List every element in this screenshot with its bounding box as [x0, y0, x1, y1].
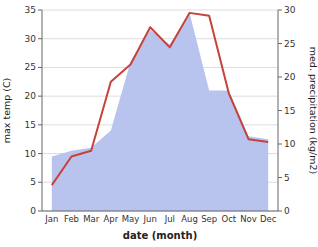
y-tick	[38, 10, 42, 11]
plot-area	[52, 13, 268, 211]
y-tick-label: 35	[25, 5, 36, 15]
y-tick-label: 30	[25, 34, 37, 44]
y2-tick-label: 30	[284, 5, 296, 15]
x-tick-label: Jan	[44, 214, 58, 224]
y2-tick-label: 25	[284, 39, 295, 49]
y-tick-label: 0	[30, 206, 36, 216]
y2-tick-label: 0	[284, 206, 290, 216]
y-tick	[38, 67, 42, 68]
y-tick-label: 25	[25, 62, 36, 72]
y2-axis-line	[278, 10, 279, 211]
y-axis-label: max temp (C)	[1, 78, 12, 144]
y2-tick-label: 10	[284, 139, 296, 149]
grid-line	[42, 10, 278, 11]
x-tick-label: Mar	[83, 214, 100, 224]
x-tick-label: Dec	[260, 214, 277, 224]
y-tick-label: 10	[25, 149, 37, 159]
y2-tick	[278, 10, 282, 11]
area	[52, 13, 268, 211]
y2-tick-label: 5	[284, 173, 290, 183]
x-tick-label: Jul	[164, 214, 175, 224]
y2-tick-label: 15	[284, 106, 295, 116]
y-tick-label: 20	[25, 91, 37, 101]
x-tick-label: Oct	[221, 214, 236, 224]
x-tick-label: May	[122, 214, 140, 224]
x-tick-label: Aug	[181, 214, 198, 224]
y2-axis-label: med. precipitation (kg/m2)	[308, 47, 318, 174]
y-axis-line	[42, 10, 43, 211]
y-tick	[38, 38, 42, 39]
y2-tick	[278, 77, 282, 78]
x-tick-label: Nov	[240, 214, 257, 224]
x-tick-label: Apr	[103, 214, 118, 224]
y-tick-label: 5	[30, 177, 36, 187]
y-tick	[38, 124, 42, 125]
grid-line	[42, 211, 278, 212]
axes: 0 5 10 15 20 25 30 35 0 5 10 15 20 25 30	[25, 5, 296, 216]
y2-tick-label: 20	[284, 72, 296, 82]
x-axis-label: date (month)	[123, 230, 197, 241]
x-tick-label: Sep	[201, 214, 217, 224]
y2-tick	[278, 43, 282, 44]
x-axis-line	[42, 211, 278, 212]
y-tick	[38, 153, 42, 154]
y2-tick	[278, 110, 282, 111]
chart: 0 5 10 15 20 25 30 35 0 5 10 15 20 25 30 Jan Feb MarApr Ma…	[0, 0, 318, 247]
y-tick	[38, 211, 42, 212]
y-tick	[38, 96, 42, 97]
x-tick-label: Feb	[64, 214, 79, 224]
y2-tick	[278, 211, 282, 212]
y2-tick	[278, 177, 282, 178]
y-tick	[38, 182, 42, 183]
x-tick-label: Jun	[143, 214, 157, 224]
line	[52, 13, 268, 185]
y2-tick	[278, 144, 282, 145]
y-tick-label: 15	[25, 120, 36, 130]
